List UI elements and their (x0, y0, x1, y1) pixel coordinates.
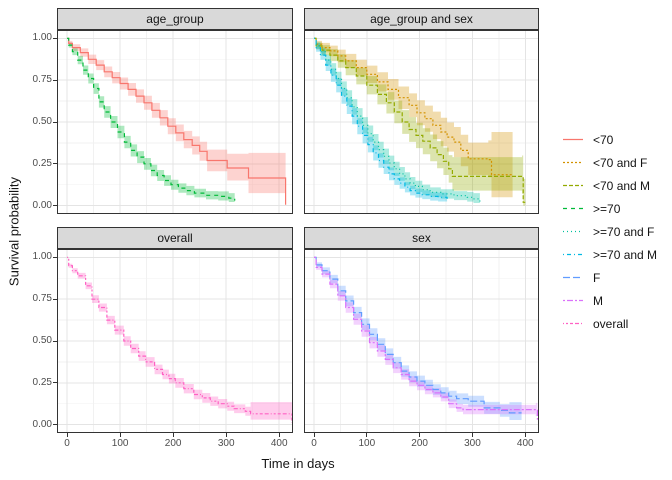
x-tick-label: 100 (358, 438, 376, 449)
y-tick-mark (53, 121, 57, 123)
legend-item: >=70 and M (561, 243, 657, 266)
y-tick-label: 0.75 (32, 293, 52, 305)
x-tick-mark (524, 433, 526, 437)
x-tick-label: 300 (464, 438, 481, 449)
legend-label: >=70 and F (593, 224, 655, 239)
legend-key-line (563, 322, 583, 325)
facet-strip-label: age_group (146, 12, 204, 26)
ci-ribbon (314, 38, 513, 198)
legend-key-line (563, 253, 583, 256)
x-tick-label: 400 (270, 438, 288, 449)
y-tick-label: 0.50 (32, 335, 52, 346)
panel-plot-age-group (57, 30, 293, 214)
y-axis-title: Survival probability (6, 176, 22, 287)
survival-curve (314, 37, 513, 176)
survival-curve (67, 256, 293, 423)
legend-key-line (563, 138, 583, 141)
legend: <70 <70 and F <70 and M >=70 >=70 and F >=70 … (561, 128, 657, 335)
survival-curve (314, 256, 538, 420)
x-tick-label: 0 (64, 438, 70, 449)
legend-label: <70 (593, 132, 614, 147)
legend-item: >=70 (561, 197, 657, 220)
legend-label: overall (593, 316, 629, 331)
x-tick-mark (366, 433, 368, 437)
facet-strip-label: overall (157, 231, 193, 245)
legend-item: overall (561, 312, 657, 335)
legend-item: <70 and F (561, 151, 657, 174)
legend-key-line (563, 184, 583, 187)
panel-border (304, 30, 539, 214)
legend-item: <70 and M (561, 174, 657, 197)
legend-label: >=70 (593, 201, 621, 216)
x-tick-label: 400 (516, 438, 534, 449)
x-tick-label: 200 (164, 438, 182, 449)
x-tick-label: 0 (311, 438, 317, 449)
facet-strip-label: age_group and sex (370, 12, 473, 26)
ci-ribbon (314, 38, 526, 206)
legend-key-line (563, 299, 583, 302)
survival-curve (67, 37, 236, 201)
panel-plot-age-group-and-sex (304, 30, 539, 214)
x-axis-title: Time in days (261, 456, 335, 471)
facet-strip-age-group-and-sex: age_group and sex (304, 8, 539, 30)
y-tick-label: 0.50 (32, 116, 52, 127)
y-tick-mark (53, 340, 57, 342)
y-tick-label: 1.00 (32, 32, 52, 44)
panel-plot-sex (304, 249, 539, 433)
y-tick-mark (53, 382, 57, 384)
legend-key-line (563, 276, 583, 279)
ci-ribbon (67, 257, 292, 425)
legend-key-line (563, 207, 583, 210)
legend-key-line (563, 230, 583, 233)
legend-label: M (593, 293, 603, 308)
ci-ribbon (314, 257, 538, 425)
y-tick-mark (53, 37, 57, 39)
y-tick-label: 1.00 (32, 251, 52, 263)
y-tick-mark (53, 205, 57, 207)
legend-item: >=70 and F (561, 220, 657, 243)
panel-border (57, 30, 293, 214)
y-tick-label: 0.00 (32, 418, 52, 430)
x-tick-mark (471, 433, 473, 437)
legend-key-line (563, 161, 583, 164)
facet-strip-age-group: age_group (57, 8, 293, 30)
x-tick-mark (66, 433, 68, 437)
x-tick-label: 100 (111, 438, 129, 449)
y-tick-label: 0.75 (32, 74, 52, 86)
x-tick-mark (225, 433, 227, 437)
legend-item: M (561, 289, 657, 312)
legend-label: F (593, 270, 601, 285)
y-tick-mark (53, 79, 57, 81)
y-tick-mark (53, 256, 57, 258)
y-tick-mark (53, 424, 57, 426)
y-tick-label: 0.25 (32, 157, 52, 169)
facet-strip-overall: overall (57, 227, 293, 249)
survival-curve (314, 37, 481, 202)
facet-strip-label: sex (412, 231, 431, 245)
x-tick-label: 200 (411, 438, 428, 449)
x-tick-mark (278, 433, 280, 437)
ci-ribbon (67, 38, 286, 206)
x-tick-mark (172, 433, 174, 437)
x-tick-mark (313, 433, 315, 437)
panel-border (304, 249, 539, 433)
survival-curve (67, 37, 287, 205)
legend-label: <70 and F (593, 155, 648, 170)
y-tick-mark (53, 163, 57, 165)
x-tick-label: 300 (217, 438, 235, 449)
legend-item: F (561, 266, 657, 289)
y-tick-mark (53, 298, 57, 300)
panel-plot-overall (57, 249, 293, 433)
legend-item: <70 (561, 128, 657, 151)
legend-label: >=70 and M (593, 247, 658, 262)
panel-border (57, 249, 293, 433)
y-tick-label: 0.00 (32, 199, 52, 211)
x-tick-mark (119, 433, 121, 437)
y-tick-label: 0.25 (32, 376, 52, 388)
legend-label: <70 and M (593, 178, 651, 193)
x-tick-mark (419, 433, 421, 437)
facet-strip-sex: sex (304, 227, 539, 249)
